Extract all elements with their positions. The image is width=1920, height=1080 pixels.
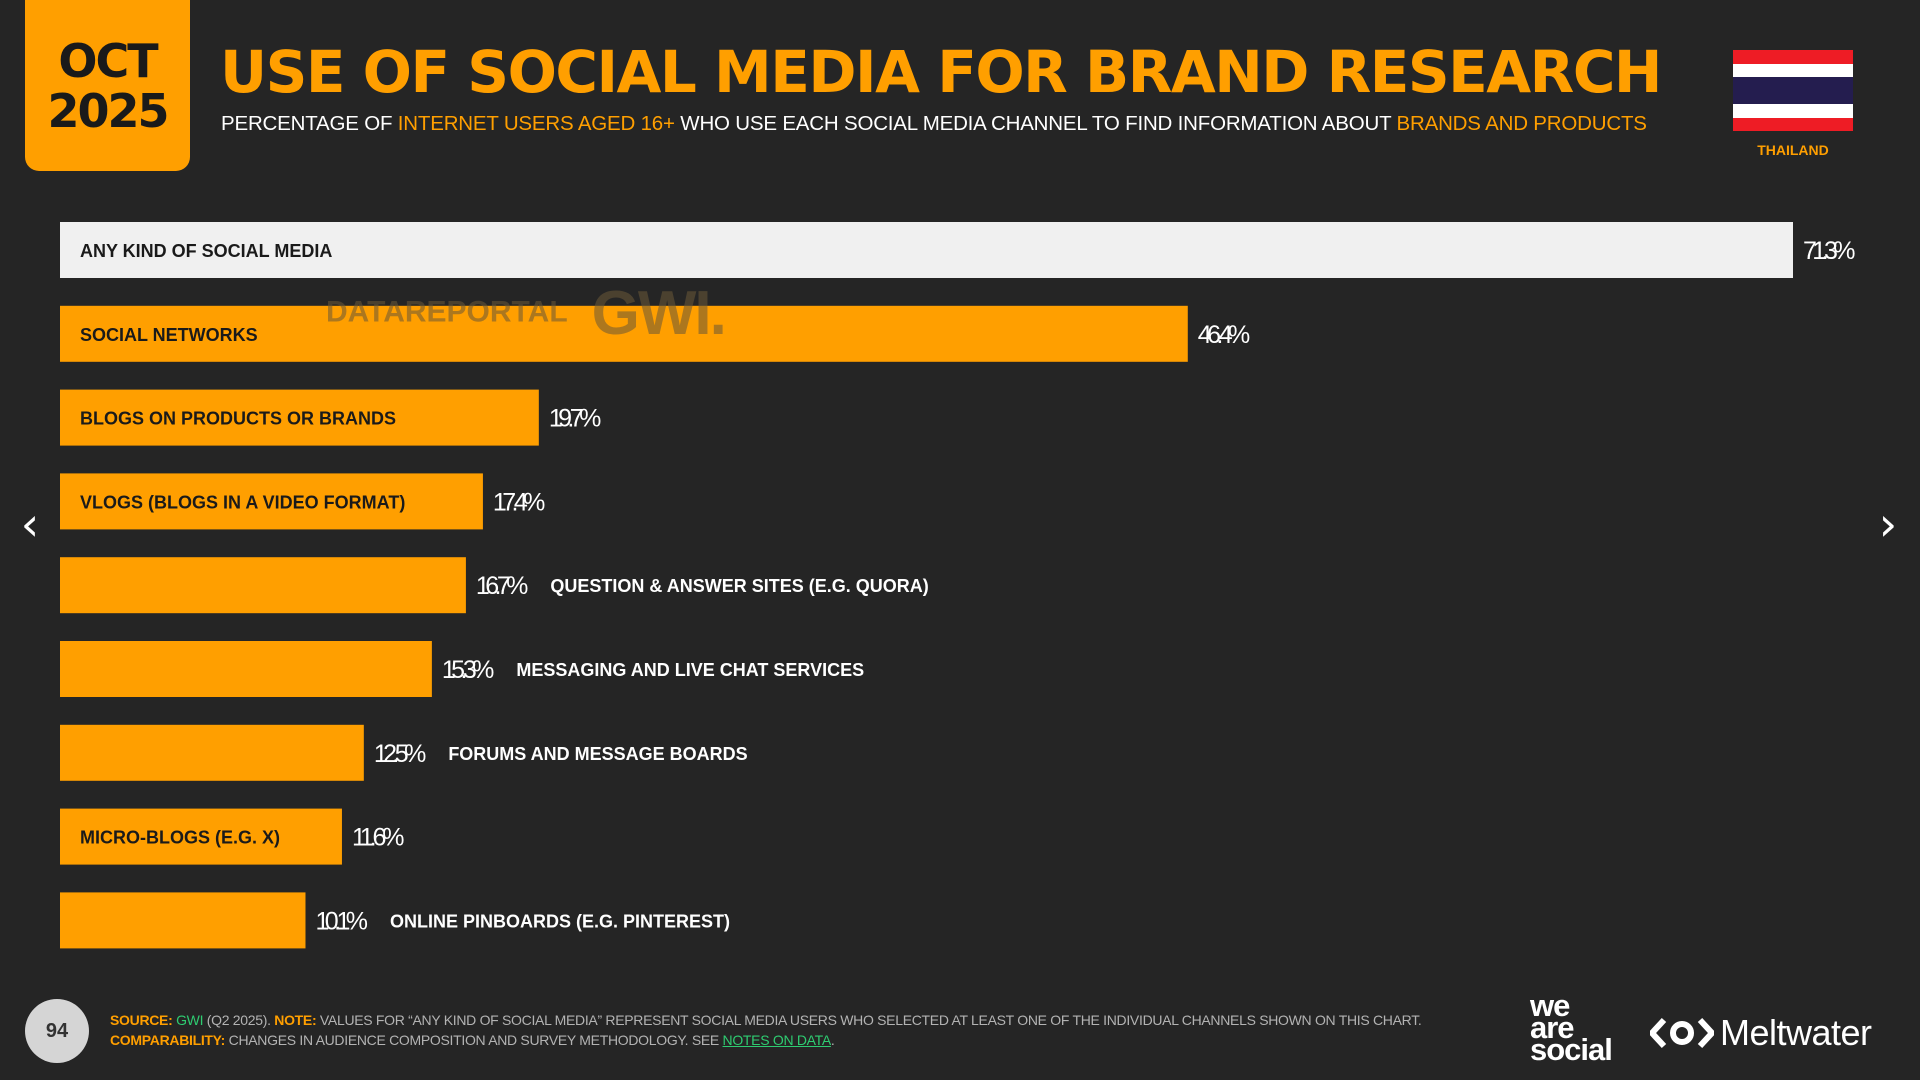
flag-stripe xyxy=(1733,77,1853,104)
footer-period: . xyxy=(830,1032,835,1048)
page-title: USE OF SOCIAL MEDIA FOR BRAND RESEARCH xyxy=(220,38,1662,106)
bar-chart: 71.3% ANY KIND OF SOCIAL MEDIA 46.4% SOCIAL… xyxy=(60,222,1856,949)
datareportal-watermark: DATAREPORTAL xyxy=(326,295,568,329)
category-label-social-networks: SOCIAL NETWORKS xyxy=(80,325,258,345)
bar-question-answer-sites-e-g-quora xyxy=(60,557,466,614)
meltwater-logo: Meltwater xyxy=(1650,1012,1872,1054)
logo-line: we xyxy=(1530,988,1570,1023)
category-label-micro-blogs-e-g-x: MICRO-BLOGS (E.G. X) xyxy=(80,828,280,848)
bar-messaging-and-live-chat-services xyxy=(60,641,432,697)
date-month: OCT xyxy=(58,33,158,88)
value-label-online-pinboards-e-g-pinterest: 10.1% xyxy=(315,907,368,935)
category-label-online-pinboards-e-g-pinterest: ONLINE PINBOARDS (E.G. PINTEREST) xyxy=(390,911,730,931)
note-label: NOTE: xyxy=(274,1012,317,1028)
value-label-social-networks: 46.4% xyxy=(1198,321,1251,349)
country-label: THAILAND xyxy=(1757,142,1829,158)
comparability-label: COMPARABILITY: xyxy=(110,1032,226,1048)
value-label-vlogs-blogs-in-a-video-format: 17.4% xyxy=(493,488,546,516)
flag-stripe xyxy=(1733,63,1853,77)
value-label-micro-blogs-e-g-x: 11.6% xyxy=(352,824,405,852)
bar-blogs-on-products-or-brands xyxy=(60,389,539,446)
value-label-forums-and-message-boards: 12.5% xyxy=(374,740,427,768)
comparability-text: CHANGES IN AUDIENCE COMPOSITION AND SURV… xyxy=(225,1032,723,1048)
category-label-vlogs-blogs-in-a-video-format: VLOGS (BLOGS IN A VIDEO FORMAT) xyxy=(80,492,405,512)
flag-stripe xyxy=(1733,117,1853,131)
value-label-messaging-and-live-chat-services: 15.3% xyxy=(442,656,495,684)
category-label-any-kind-of-social-media: ANY KIND OF SOCIAL MEDIA xyxy=(80,241,332,261)
thailand-flag-icon xyxy=(1733,50,1853,131)
previous-slide-button[interactable]: ‹ xyxy=(10,497,50,551)
note-text: VALUES FOR “ANY KIND OF SOCIAL MEDIA” RE… xyxy=(316,1012,1422,1028)
bar-vlogs-blogs-in-a-video-format xyxy=(60,473,483,530)
subtitle-highlight-topic: BRANDS AND PRODUCTS xyxy=(1396,112,1647,135)
we-are-social-logo: we are social xyxy=(1530,988,1613,1067)
chevron-right-icon: › xyxy=(1878,497,1898,551)
category-label-forums-and-message-boards: FORUMS AND MESSAGE BOARDS xyxy=(448,744,747,764)
notes-on-data-link[interactable]: NOTES ON DATA xyxy=(722,1032,832,1048)
subtitle-part-3: WHO USE EACH SOCIAL MEDIA CHANNEL TO FIN… xyxy=(674,112,1397,135)
chevron-left-icon: ‹ xyxy=(20,497,40,551)
logo-line: social xyxy=(1530,1032,1613,1067)
flag-stripe xyxy=(1733,50,1853,64)
source-detail: (Q2 2025). xyxy=(203,1012,275,1028)
logo-line: are xyxy=(1530,1010,1575,1045)
source-label: SOURCE: xyxy=(110,1012,173,1028)
watermark: DATAREPORTAL GWI. xyxy=(326,278,727,349)
page-subtitle: PERCENTAGE OF INTERNET USERS AGED 16+ WH… xyxy=(221,112,1647,136)
value-label-question-answer-sites-e-g-quora: 16.7% xyxy=(476,572,528,600)
footer-source-line: SOURCE: GWI (Q2 2025). NOTE: VALUES FOR … xyxy=(110,1012,1422,1028)
category-label-question-answer-sites-e-g-quora: QUESTION & ANSWER SITES (E.G. QUORA) xyxy=(550,576,928,596)
subtitle-highlight-audience: INTERNET USERS AGED 16+ xyxy=(397,112,675,135)
source-name: GWI xyxy=(176,1012,204,1028)
bar-social-networks xyxy=(60,305,1188,362)
flag-stripe xyxy=(1733,104,1853,118)
value-label-any-kind-of-social-media: 71.3% xyxy=(1803,237,1856,265)
category-label-messaging-and-live-chat-services: MESSAGING AND LIVE CHAT SERVICES xyxy=(516,660,864,680)
bar-any-kind-of-social-media xyxy=(60,222,1793,278)
bar-online-pinboards-e-g-pinterest xyxy=(60,892,306,949)
meltwater-icon xyxy=(1650,1017,1714,1049)
next-slide-button[interactable]: › xyxy=(1868,497,1908,551)
date-year: 2025 xyxy=(47,83,169,138)
date-badge: OCT 2025 xyxy=(25,0,190,171)
gwi-watermark: GWI. xyxy=(591,279,727,348)
footer-comparability-line: COMPARABILITY: CHANGES IN AUDIENCE COMPO… xyxy=(110,1032,835,1048)
bar-micro-blogs-e-g-x xyxy=(60,808,342,865)
page-number: 94 xyxy=(25,999,89,1063)
subtitle-part-1: PERCENTAGE OF xyxy=(221,112,398,135)
bar-forums-and-message-boards xyxy=(60,724,364,781)
category-label-blogs-on-products-or-brands: BLOGS ON PRODUCTS OR BRANDS xyxy=(80,409,396,429)
value-label-blogs-on-products-or-brands: 19.7% xyxy=(549,405,602,433)
meltwater-wordmark: Meltwater xyxy=(1720,1012,1872,1053)
